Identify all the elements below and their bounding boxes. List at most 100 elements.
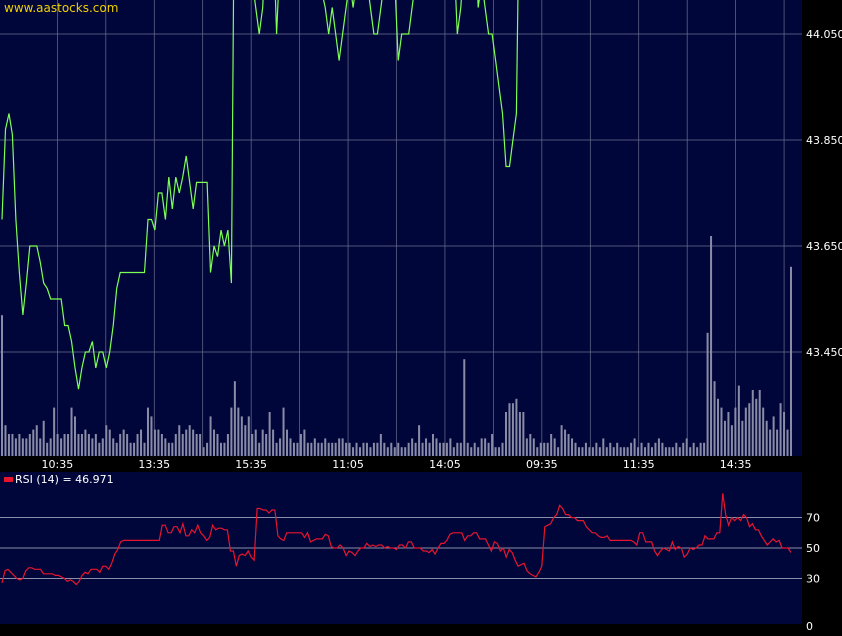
volume-bar <box>598 447 601 456</box>
volume-bar <box>414 442 417 456</box>
volume-bar <box>129 442 132 456</box>
volume-bar <box>661 442 664 456</box>
volume-bar <box>727 412 730 456</box>
volume-bar <box>292 442 295 456</box>
volume-bar <box>94 434 97 456</box>
volume-bar <box>577 447 580 456</box>
volume-bar <box>261 429 264 456</box>
volume-bar <box>35 425 38 456</box>
volume-bar <box>588 447 591 456</box>
volume-bar <box>119 434 122 456</box>
volume-bar <box>70 407 73 456</box>
volume-bar <box>532 438 535 456</box>
volume-bar <box>602 438 605 456</box>
volume-bar <box>383 442 386 456</box>
volume-bar <box>435 438 438 456</box>
price-y-tick-label: 43.450 <box>806 346 842 359</box>
volume-bar <box>633 438 636 456</box>
volume-bar <box>703 442 706 456</box>
volume-bar <box>536 447 539 456</box>
price-line <box>1 0 519 390</box>
volume-bar <box>581 447 584 456</box>
volume-bar <box>63 434 66 456</box>
volume-bar <box>338 438 341 456</box>
volume-bar <box>233 381 236 456</box>
volume-bar <box>675 442 678 456</box>
volume-bar <box>571 438 574 456</box>
volume-bar <box>501 442 504 456</box>
volume-bar <box>397 442 400 456</box>
volume-bar <box>553 438 556 456</box>
volume-bar <box>689 447 692 456</box>
volume-bars <box>1 236 792 456</box>
volume-bar <box>543 442 546 456</box>
volume-bar <box>362 442 365 456</box>
volume-bar <box>282 407 285 456</box>
volume-bar <box>779 403 782 456</box>
volume-bar <box>452 447 455 456</box>
volume-bar <box>195 434 198 456</box>
volume-bar <box>77 434 80 456</box>
volume-bar <box>737 385 740 456</box>
volume-bar <box>425 438 428 456</box>
volume-bar <box>174 434 177 456</box>
volume-bar <box>713 381 716 456</box>
volume-bar <box>591 447 594 456</box>
x-tick-label: 11:05 <box>332 458 364 471</box>
volume-bar <box>783 412 786 456</box>
volume-bar <box>786 429 789 456</box>
volume-bar <box>28 434 31 456</box>
volume-bar <box>313 438 316 456</box>
volume-bar <box>334 442 337 456</box>
volume-bar <box>710 236 713 456</box>
volume-bar <box>751 390 754 456</box>
volume-bar <box>306 442 309 456</box>
volume-bar <box>456 442 459 456</box>
volume-bar <box>466 442 469 456</box>
volume-bar <box>386 447 389 456</box>
volume-bar <box>640 442 643 456</box>
volume-bar <box>654 442 657 456</box>
price-y-axis-labels: 43.45043.65043.85044.05044.25044.45044.6… <box>806 28 842 359</box>
volume-bar <box>755 398 758 456</box>
volume-bar <box>418 425 421 456</box>
volume-bar <box>605 447 608 456</box>
rsi-y-tick-label: 0 <box>806 620 813 633</box>
volume-bar <box>508 403 511 456</box>
price-y-tick-label: 43.850 <box>806 134 842 147</box>
volume-bar <box>105 425 108 456</box>
volume-bar <box>192 429 195 456</box>
volume-bar <box>272 429 275 456</box>
volume-bar <box>449 438 452 456</box>
volume-bar <box>223 442 226 456</box>
brand-watermark: www.aastocks.com <box>4 1 118 15</box>
volume-bar <box>164 438 167 456</box>
volume-bar <box>546 442 549 456</box>
volume-bar <box>407 442 410 456</box>
volume-bar <box>518 412 521 456</box>
volume-bar <box>706 332 709 456</box>
volume-bar <box>369 447 372 456</box>
volume-bar <box>574 442 577 456</box>
volume-bar <box>445 442 448 456</box>
volume-bar <box>133 442 136 456</box>
volume-bar <box>730 425 733 456</box>
volume-bar <box>136 434 139 456</box>
volume-bar <box>473 442 476 456</box>
rsi-legend-label: RSI (14) = 46.971 <box>15 473 114 486</box>
volume-bar <box>143 442 146 456</box>
volume-bar <box>160 434 163 456</box>
volume-bar <box>140 429 143 456</box>
volume-bar <box>84 429 87 456</box>
volume-bar <box>56 434 59 456</box>
volume-bar <box>762 407 765 456</box>
volume-bar <box>167 442 170 456</box>
volume-bar <box>39 438 42 456</box>
volume-bar <box>60 438 63 456</box>
volume-bar <box>258 442 261 456</box>
volume-bar <box>623 447 626 456</box>
rsi-y-tick-label: 70 <box>806 512 820 525</box>
volume-bar <box>682 442 685 456</box>
volume-bar <box>480 438 483 456</box>
x-tick-label: 14:35 <box>720 458 752 471</box>
